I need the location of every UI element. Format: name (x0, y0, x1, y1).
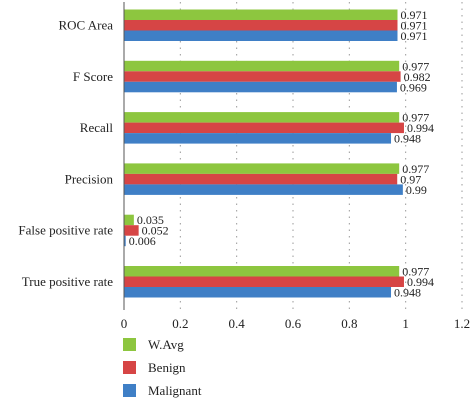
legend-swatch (123, 338, 136, 351)
bar-value-label: 0.006 (129, 234, 156, 248)
legend-label: Malignant (148, 383, 202, 398)
bar-value-label: 0.971 (400, 29, 427, 43)
bar-value-label: 0.977 (402, 111, 429, 125)
category-label: ROC Area (58, 18, 113, 33)
bar-value-label: 0.994 (407, 275, 434, 289)
legend: W.Avg Benign Malignant (123, 337, 202, 398)
bar-value-label: 0.977 (402, 59, 429, 73)
bar-malignant (124, 184, 403, 195)
bar-benign (124, 122, 404, 134)
bar-value-label: 0.994 (407, 121, 434, 135)
bars: 0.9710.9710.9710.9770.9820.9690.9770.994… (124, 8, 434, 300)
category-label: Precision (65, 171, 114, 186)
bar-w-avg (124, 214, 134, 226)
bar-malignant (124, 287, 392, 298)
bar-malignant (124, 235, 126, 247)
x-tick-label: 1 (402, 316, 409, 331)
x-tick-label: 0.8 (341, 316, 357, 331)
bar-malignant (124, 81, 397, 93)
bar-w-avg (124, 112, 400, 123)
bar-benign (124, 20, 398, 31)
bar-benign (124, 225, 139, 236)
legend-label: W.Avg (148, 337, 184, 352)
bar-w-avg (124, 163, 400, 174)
bar-value-label: 0.97 (400, 172, 421, 186)
bar-value-label: 0.971 (400, 19, 427, 33)
bar-value-label: 0.052 (142, 224, 169, 238)
bar-benign (124, 276, 404, 287)
bar-w-avg (124, 60, 400, 72)
bar-benign (124, 173, 398, 185)
bar-malignant (124, 30, 398, 41)
category-labels: ROC Area F Score Recall Precision False posi… (18, 18, 113, 290)
x-tick-label: 0 (121, 316, 128, 331)
legend-swatch (123, 361, 136, 374)
bar-value-label: 0.99 (406, 183, 427, 197)
bar-value-label: 0.982 (404, 70, 431, 84)
bar-malignant (124, 133, 392, 144)
category-label: F Score (73, 69, 113, 84)
bar-value-label: 0.948 (394, 286, 421, 300)
bar-value-label: 0.969 (400, 80, 427, 94)
x-tick-label: 0.6 (285, 316, 302, 331)
category-label: False positive rate (18, 223, 113, 238)
legend-swatch (123, 384, 136, 397)
bar-value-label: 0.977 (402, 265, 429, 279)
bar-value-label: 0.971 (400, 8, 427, 22)
bar-w-avg (124, 9, 398, 20)
category-label: True positive rate (22, 274, 113, 289)
bar-value-label: 0.035 (137, 213, 164, 227)
bar-benign (124, 71, 401, 82)
bar-value-label: 0.977 (402, 162, 429, 176)
x-tick-label: 0.4 (229, 316, 246, 331)
category-label: Recall (80, 120, 114, 135)
x-tick-label: 1.2 (454, 316, 470, 331)
x-tick-label: 0.2 (172, 316, 188, 331)
x-axis: 0 0.2 0.4 0.6 0.8 1 1.2 (121, 2, 470, 331)
legend-label: Benign (148, 360, 186, 375)
bar-w-avg (124, 266, 400, 277)
bar-value-label: 0.948 (394, 132, 421, 146)
